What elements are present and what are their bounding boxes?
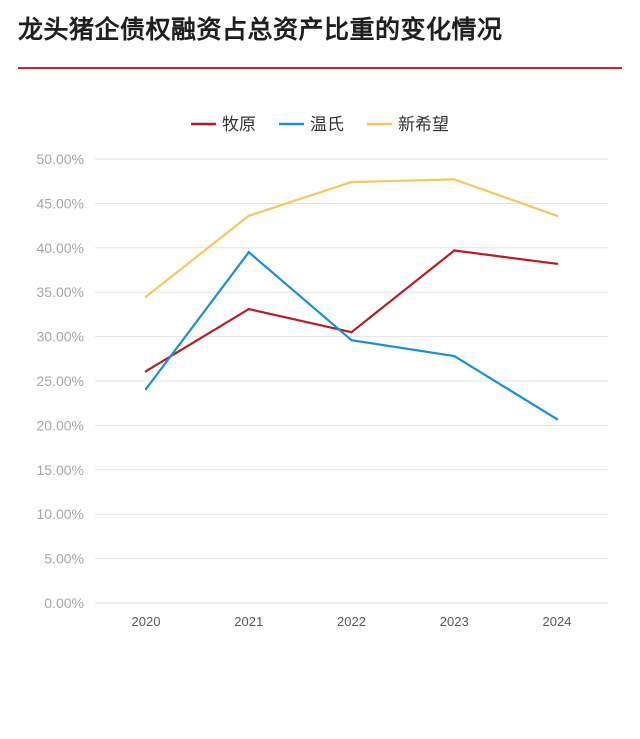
- y-tick-label: 25.00%: [37, 373, 84, 389]
- data-point: [555, 417, 559, 421]
- y-tick-label: 10.00%: [37, 506, 84, 522]
- y-tick-label: 40.00%: [37, 240, 84, 256]
- data-point: [555, 262, 559, 265]
- series-lines: [144, 178, 559, 421]
- y-tick-label: 45.00%: [37, 195, 84, 211]
- data-point: [144, 370, 148, 373]
- title-underline: [18, 67, 622, 69]
- legend-label: 牧原: [222, 115, 256, 135]
- x-tick-label: 2021: [234, 614, 263, 629]
- x-tick-label: 2024: [543, 614, 572, 629]
- legend-label: 新希望: [398, 115, 449, 135]
- data-point: [247, 251, 250, 254]
- data-point: [247, 307, 250, 311]
- gridlines: [95, 158, 608, 604]
- data-point: [453, 354, 456, 358]
- y-tick-label: 20.00%: [37, 417, 84, 433]
- y-axis-ticks: 0.00% 5.00% 10.00% 15.00% 20.00% 25.00% 30.00%…: [37, 151, 84, 611]
- data-point: [144, 387, 148, 391]
- data-point: [247, 214, 250, 218]
- data-point: [453, 249, 456, 252]
- y-tick-label: 30.00%: [37, 329, 84, 345]
- data-point: [350, 338, 353, 342]
- y-tick-label: 50.00%: [37, 151, 84, 167]
- data-point: [350, 180, 353, 184]
- chart-title: 龙头猪企债权融资占总资产比重的变化情况: [18, 15, 503, 44]
- legend: 牧原 温氏 新希望: [191, 115, 449, 135]
- legend-label: 温氏: [310, 115, 344, 135]
- y-tick-label: 0.00%: [44, 595, 84, 611]
- series-line: [144, 178, 559, 298]
- data-point: [555, 214, 559, 218]
- y-tick-label: 15.00%: [37, 462, 84, 478]
- x-tick-label: 2022: [337, 614, 366, 629]
- data-point: [144, 295, 148, 298]
- x-tick-label: 2020: [132, 614, 161, 629]
- x-axis-ticks: 2020 2021 2022 2023 2024: [132, 614, 572, 629]
- y-tick-label: 5.00%: [44, 551, 84, 567]
- y-tick-label: 35.00%: [37, 284, 84, 300]
- data-point: [453, 178, 456, 181]
- data-point: [350, 330, 353, 334]
- x-tick-label: 2023: [440, 614, 469, 629]
- series-line: [144, 249, 559, 373]
- series-line: [144, 251, 559, 421]
